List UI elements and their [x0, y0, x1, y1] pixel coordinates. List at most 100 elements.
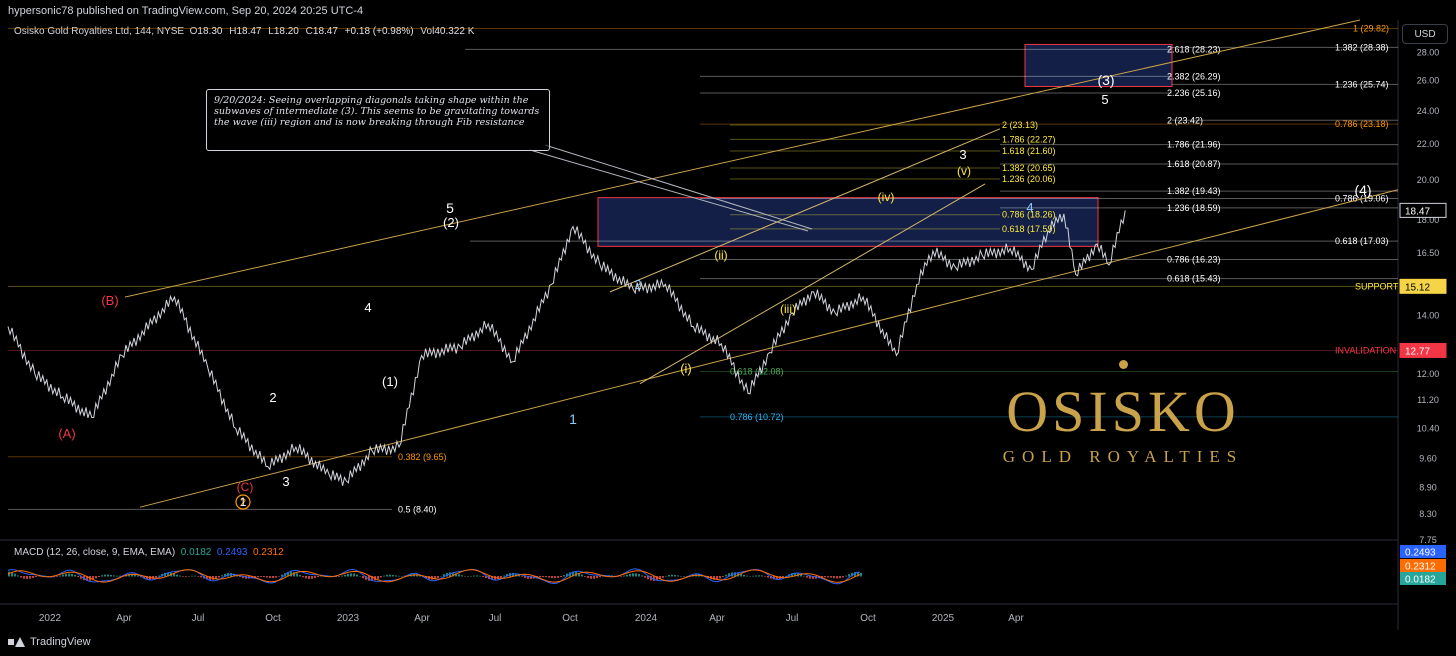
- macd-histogram-bar: [434, 576, 436, 580]
- footer-bar: [0, 630, 1456, 656]
- wave-label: (v): [957, 164, 971, 178]
- wave-label: (4): [1354, 182, 1371, 198]
- macd-histogram-bar: [65, 573, 67, 577]
- macd-histogram-bar: [713, 576, 715, 580]
- macd-histogram-bar: [110, 574, 112, 577]
- macd-histogram-bar: [647, 576, 649, 580]
- macd-histogram-bar: [719, 576, 721, 579]
- macd-histogram-bar: [176, 574, 178, 577]
- macd-histogram-bar: [278, 576, 280, 577]
- macd-histogram-bar: [425, 576, 427, 579]
- macd-histogram-bar: [452, 572, 454, 577]
- macd-histogram-bar: [581, 574, 583, 577]
- macd-histogram-bar: [845, 575, 847, 577]
- macd-histogram-bar: [131, 573, 133, 577]
- wave-label: 1: [240, 495, 247, 509]
- fib-label: 1.618 (20.87): [1167, 159, 1221, 169]
- channel-upper-line: [124, 19, 1361, 298]
- macd-histogram-bar: [476, 575, 478, 577]
- macd-histogram-bar: [836, 576, 838, 579]
- fib-label: 0.618 (15.43): [1167, 274, 1221, 284]
- macd-legend[interactable]: MACD (12, 26, close, 9, EMA, EMA) 0.0182…: [14, 547, 284, 558]
- macd-histogram-bar: [146, 576, 148, 580]
- macd-histogram-bar: [26, 576, 28, 580]
- currency-button[interactable]: USD: [1402, 24, 1448, 44]
- macd-histogram-bar: [542, 576, 544, 578]
- macd-histogram-bar: [107, 574, 109, 577]
- x-tick-label: 2024: [635, 613, 658, 624]
- fib-label: 1.382 (20.65): [1002, 163, 1056, 173]
- fib-label: 1.618 (21.60): [1002, 146, 1056, 156]
- x-tick-label: Jul: [786, 613, 799, 624]
- y-tick-label: 7.75: [1419, 535, 1437, 545]
- macd-histogram-bar: [296, 573, 298, 577]
- low-label: L: [268, 26, 274, 37]
- macd-histogram-bar: [77, 576, 79, 577]
- macd-histogram-bar: [716, 576, 718, 580]
- macd-histogram-bar: [101, 575, 103, 577]
- macd-histogram-bar: [584, 576, 586, 577]
- macd-line-value: 0.2493: [216, 547, 248, 558]
- wave-label: (1): [382, 374, 398, 389]
- fib-label: 1.382 (19.43): [1167, 186, 1221, 196]
- fib-label: SUPPORT: [1355, 281, 1399, 291]
- fib-label: 2 (23.13): [1002, 120, 1038, 130]
- publisher-bar: hypersonic78 published on TradingView.co…: [0, 0, 1456, 22]
- macd-histogram-bar: [500, 576, 502, 578]
- macd-histogram-bar: [623, 575, 625, 577]
- macd-histogram-bar: [119, 575, 121, 577]
- macd-histogram-bar: [659, 576, 661, 580]
- macd-signal-line: [7, 569, 861, 583]
- macd-histogram-bar: [401, 575, 403, 577]
- macd-histogram-bar: [590, 576, 592, 579]
- macd-histogram-bar: [512, 572, 514, 577]
- y-tick-label: 8.30: [1419, 509, 1437, 519]
- macd-histogram-bar: [812, 576, 814, 579]
- macd-histogram-bar: [497, 576, 499, 580]
- macd-histogram-bar: [764, 576, 766, 577]
- macd-histogram-bar: [113, 575, 115, 577]
- macd-histogram-bar: [68, 573, 70, 577]
- macd-histogram-bar: [791, 573, 793, 577]
- x-tick-label: Apr: [414, 613, 430, 624]
- macd-histogram-bar: [734, 572, 736, 577]
- macd-label: MACD (12, 26, close, 9, EMA, EMA): [14, 547, 176, 558]
- vol-label: Vol: [420, 26, 435, 37]
- macd-histogram-bar: [680, 575, 682, 577]
- macd-histogram-bar: [725, 574, 727, 577]
- y-tick-label: 20.00: [1417, 175, 1440, 185]
- macd-histogram-bar: [470, 575, 472, 577]
- macd-histogram-bar: [104, 574, 106, 577]
- macd-histogram-bar: [848, 574, 850, 577]
- macd-histogram-bar: [317, 576, 319, 578]
- y-tick-label: 28.00: [1417, 47, 1440, 57]
- fib-label: 1.236 (20.06): [1002, 174, 1056, 184]
- logo-name: OSISKO: [1006, 379, 1240, 444]
- macd-histogram-bar: [71, 573, 73, 577]
- macd-histogram-bar: [338, 576, 340, 577]
- macd-histogram-bar: [350, 573, 352, 577]
- x-tick-label: Oct: [265, 613, 281, 624]
- wave-label: 3: [282, 474, 289, 489]
- symbol-name[interactable]: Osisko Gold Royalties Ltd, 144, NYSE: [14, 26, 185, 37]
- high-value: 18.47: [236, 26, 262, 37]
- symbol-legend: Osisko Gold Royalties Ltd, 144, NYSE O18…: [14, 26, 478, 37]
- wave-label: 3: [959, 147, 966, 162]
- tradingview-logo[interactable]: TradingView: [8, 636, 91, 648]
- macd-histogram-bar: [134, 574, 136, 577]
- wave-label: (iv): [878, 190, 895, 204]
- macd-badge-text: 0.2312: [1405, 562, 1436, 573]
- macd-histogram-bar: [479, 575, 481, 577]
- macd-histogram-bar: [557, 576, 559, 578]
- macd-histogram-bar: [395, 575, 397, 577]
- wave-label: (C): [237, 480, 254, 494]
- macd-histogram-bar: [386, 574, 388, 577]
- macd-histogram-bar: [419, 575, 421, 577]
- macd-histogram-bar: [503, 575, 505, 577]
- macd-histogram-bar: [281, 574, 283, 577]
- macd-histogram-bar: [23, 576, 25, 579]
- macd-histogram-bar: [626, 574, 628, 577]
- tradingview-icon: [8, 637, 26, 647]
- price-chart[interactable]: 1 (29.82) 1.382 (28.38) 2.618 (28.23) 2.382…: [0, 0, 1456, 630]
- price-badge: [1399, 202, 1447, 218]
